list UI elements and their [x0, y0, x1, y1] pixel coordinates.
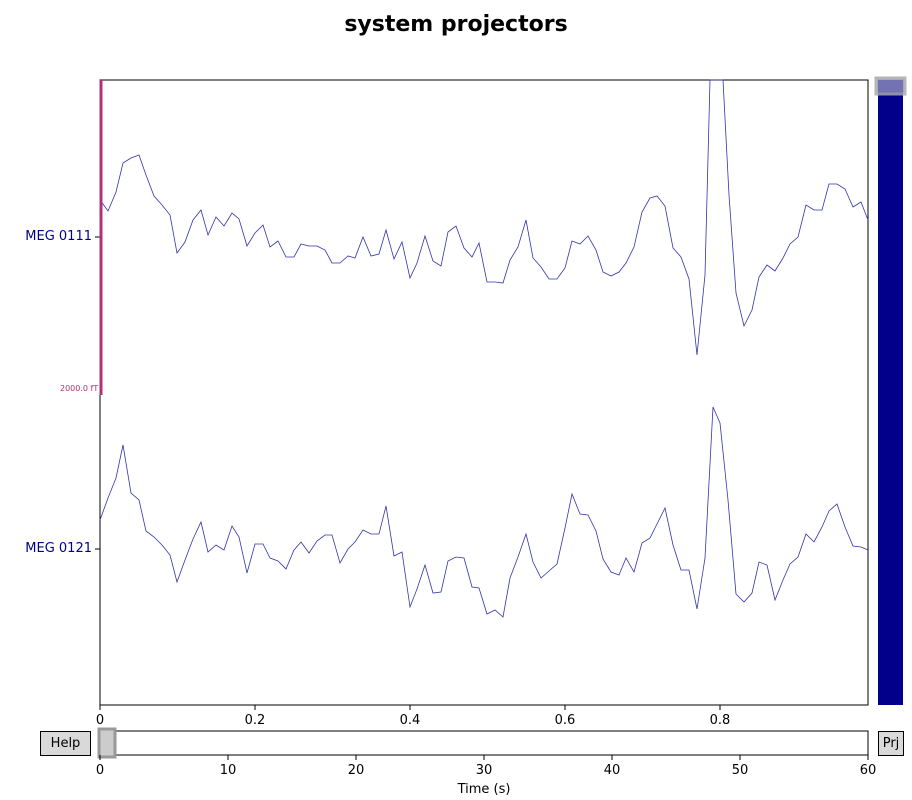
time-scrollbar[interactable] — [99, 730, 869, 756]
overview-tick-label: 20 — [347, 763, 365, 778]
overview-tick-label: 30 — [475, 763, 493, 778]
x-tick-label: 0.6 — [554, 713, 576, 728]
figure-title: system projectors — [344, 12, 568, 37]
channel-scrollbar[interactable] — [878, 80, 903, 705]
x-tick-label: 0.8 — [709, 713, 731, 728]
overview-tick-label: 60 — [859, 763, 877, 778]
scale-bar-label: 2000.0 fT — [60, 384, 99, 393]
plot-frame — [99, 79, 869, 706]
channel-label-meg-0121[interactable]: MEG 0121 — [25, 541, 92, 556]
channel-label-meg-0111[interactable]: MEG 0111 — [25, 229, 92, 244]
overview-tick-label: 10 — [219, 763, 237, 778]
overview-tick-label: 0 — [95, 763, 105, 778]
overview-tick-label: 50 — [731, 763, 749, 778]
x-tick-label: 0 — [95, 713, 105, 728]
overview-tick-label: 40 — [603, 763, 621, 778]
overview-ticks — [99, 755, 869, 760]
x-axis-label: Time (s) — [457, 782, 511, 797]
time-scrollbar-thumb[interactable] — [97, 727, 117, 759]
channel-scrollbar-thumb[interactable] — [874, 76, 907, 96]
x-tick-label: 0.4 — [399, 713, 421, 728]
x-tick-label: 0.2 — [244, 713, 266, 728]
trace-meg-0121[interactable] — [99, 406, 869, 618]
projectors-button[interactable]: Prj — [878, 731, 904, 756]
trace-meg-0111[interactable] — [99, 79, 869, 356]
x-ticks — [99, 705, 721, 710]
help-button[interactable]: Help — [40, 731, 91, 756]
